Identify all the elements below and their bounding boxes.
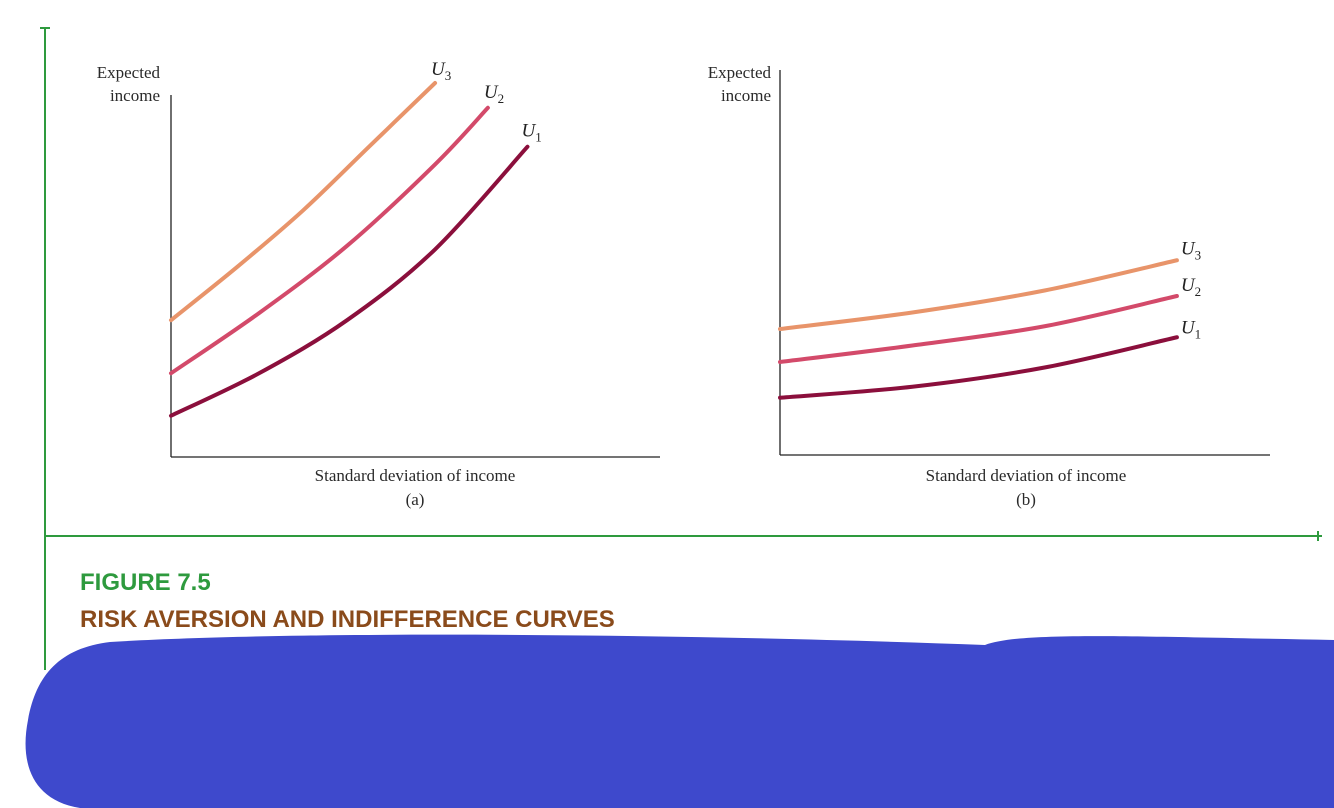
panel-a-curve-u1: [169, 144, 530, 418]
panel-b-plot: U3 U2 U1: [778, 70, 1270, 456]
panel-a-xlabel: Standard deviation of income: [315, 466, 516, 485]
panel-a-ylabel-line2: income: [110, 86, 160, 105]
panel-a-curve-u3: [169, 81, 438, 323]
panel-b-label-u1: U1: [1181, 317, 1201, 341]
panel-a-label-u3: U3: [431, 59, 451, 83]
panel-a-plot: U3 U2 U1: [169, 59, 660, 458]
panel-b-ylabel-line2: income: [721, 86, 771, 105]
panel-b-xlabel: Standard deviation of income: [926, 466, 1127, 485]
panel-a-curve-u2: [169, 105, 490, 376]
panel-b-ylabel-line1: Expected: [708, 63, 772, 82]
figure-title: RISK AVERSION AND INDIFFERENCE CURVES: [80, 606, 615, 633]
panel-b-curve-u1: [778, 335, 1179, 400]
panel-b-curve-u2: [778, 294, 1179, 364]
panel-a-label-u2: U2: [484, 82, 504, 106]
figure-number: FIGURE 7.5: [80, 569, 211, 596]
panel-a-label: (a): [406, 490, 425, 509]
panel-b-label-u2: U2: [1181, 275, 1201, 299]
panel-a-ylabel-line1: Expected: [97, 63, 161, 82]
panel-a-label-u1: U1: [521, 121, 541, 145]
panel-b-label-u3: U3: [1181, 238, 1201, 262]
panel-b-label: (b): [1016, 490, 1036, 509]
redaction-scribble: [25, 634, 1334, 808]
panel-b-curve-u3: [778, 258, 1179, 331]
